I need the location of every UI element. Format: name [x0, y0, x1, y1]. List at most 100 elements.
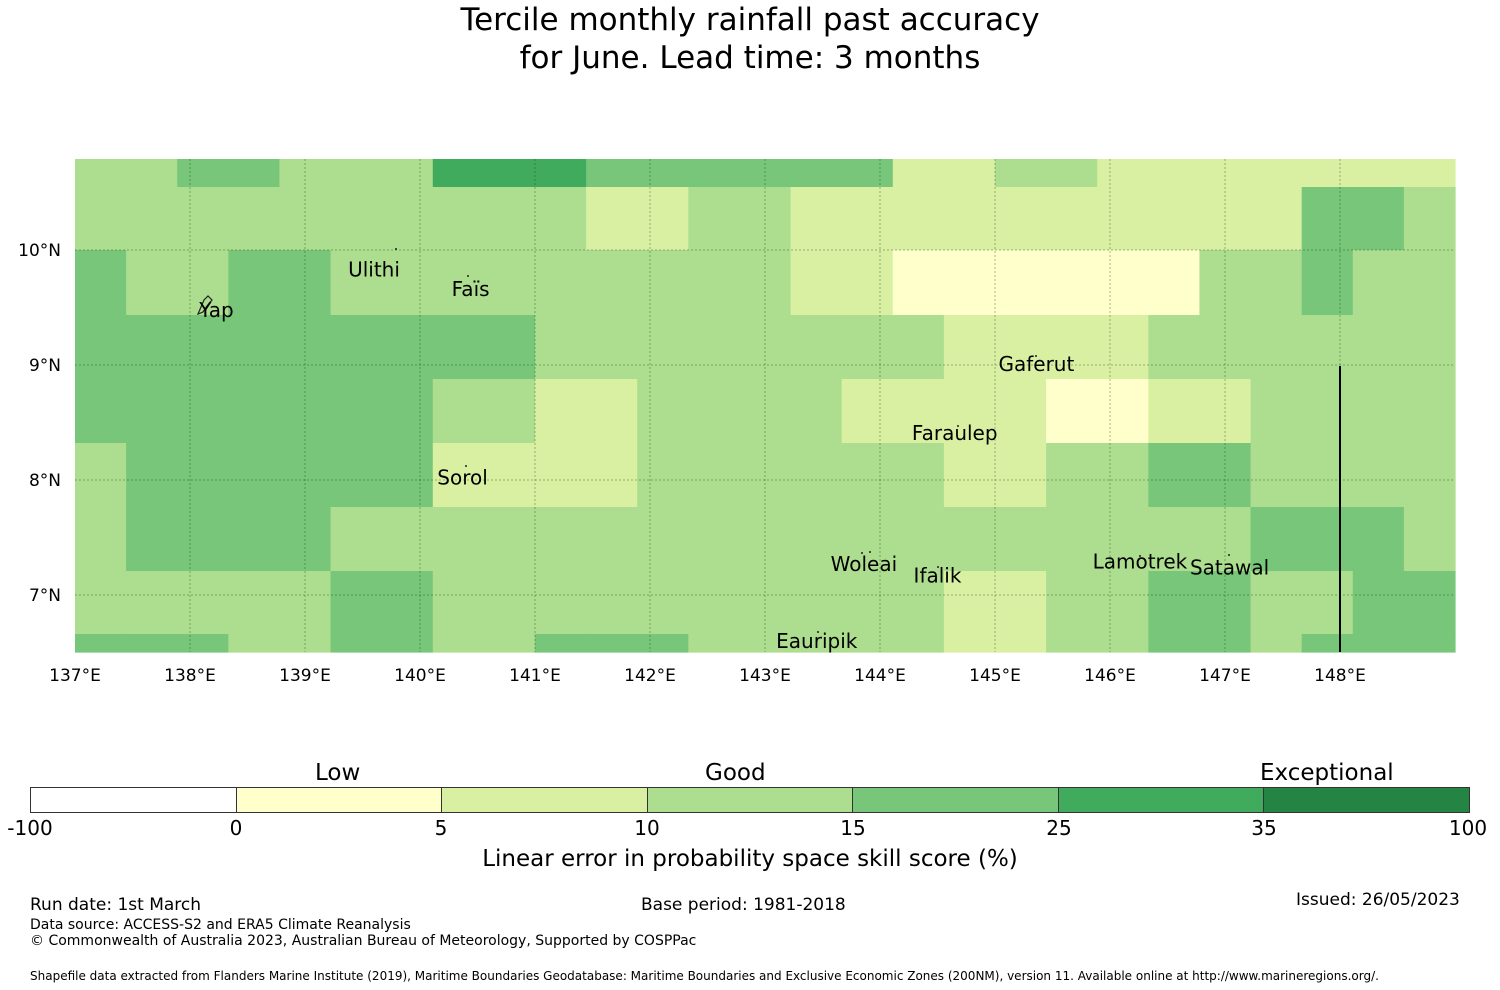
colorbar [30, 787, 1470, 813]
skill-cell [1097, 187, 1149, 251]
skill-cell [1199, 187, 1252, 251]
skill-cell [228, 159, 281, 188]
lon-tick-label: 147°E [1199, 666, 1251, 686]
skill-cell [535, 571, 587, 635]
place-label-lamotrek: Lamotrek [1093, 550, 1188, 574]
skill-cell [1301, 634, 1354, 653]
lon-tick-label: 140°E [394, 666, 446, 686]
skill-cell [483, 159, 536, 188]
colorbar-segment [236, 788, 443, 812]
skill-cell [637, 250, 689, 316]
islands-layer [196, 248, 1230, 633]
skill-cell [841, 379, 894, 444]
place-label-ifalik: Ifalik [914, 563, 962, 587]
skill-cell [841, 250, 894, 316]
colorbar-tick: 15 [840, 816, 866, 840]
skill-cell [177, 443, 229, 508]
skill-cell [483, 443, 536, 508]
skill-cell [688, 315, 741, 380]
skill-cell [1046, 315, 1098, 380]
skill-cell [637, 187, 689, 251]
lon-tick-label: 143°E [739, 666, 791, 686]
skill-cell [790, 315, 843, 380]
place-label-ulithi: Ulithi [348, 258, 400, 282]
skill-cell [1403, 571, 1456, 635]
skill-cell [1352, 187, 1405, 251]
skill-cell [535, 634, 587, 653]
longitude-axis: 137°E 138°E 139°E 140°E 141°E 142°E 143°… [49, 666, 1366, 686]
colorbar-tick: 100 [1448, 816, 1488, 840]
skill-cell [381, 634, 434, 653]
colorbar-tick: 10 [634, 816, 660, 840]
colorbar-segment [1058, 788, 1265, 812]
skill-cell [688, 187, 741, 251]
skill-cell [1301, 571, 1354, 635]
lon-tick-label: 146°E [1084, 666, 1136, 686]
skill-cell [330, 159, 383, 188]
colorbar-tick: 5 [434, 816, 448, 840]
colorbar-segment [442, 788, 648, 812]
skill-cell [228, 250, 281, 316]
skill-cell [279, 187, 332, 251]
skill-cell [126, 250, 178, 316]
colorbar-tick: 25 [1046, 816, 1072, 840]
skill-cell [228, 507, 281, 572]
skill-cell [1046, 379, 1098, 444]
skill-cell [790, 187, 843, 251]
skill-cell [943, 315, 996, 380]
skill-cell [1199, 159, 1252, 188]
eauripik-atoll-dot [817, 631, 819, 633]
skill-cell [381, 315, 434, 380]
skill-cell [739, 250, 792, 316]
skill-cell [279, 379, 332, 444]
skill-cell [535, 250, 587, 316]
skill-cell [126, 159, 178, 188]
skill-cell [586, 187, 638, 251]
skill-cell [586, 250, 638, 316]
skill-cell [790, 250, 843, 316]
skill-cell [892, 379, 945, 444]
skill-cell [1352, 159, 1405, 188]
skill-cell [75, 443, 127, 508]
skill-cell [330, 315, 383, 380]
skill-cell [637, 315, 689, 380]
skill-cell [739, 379, 792, 444]
skill-grid [75, 159, 1456, 653]
skill-cell [1301, 443, 1354, 508]
skill-cell [943, 250, 996, 316]
skill-cell [1046, 571, 1098, 635]
skill-cell [1097, 250, 1149, 316]
place-label-sorol: Sorol [437, 466, 488, 490]
skill-cell [637, 379, 689, 444]
skill-cell [739, 571, 792, 635]
skill-cell [892, 571, 945, 635]
colorbar-segment [647, 788, 854, 812]
skill-cell [126, 315, 178, 380]
skill-cell [535, 379, 587, 444]
skill-cell [1352, 571, 1405, 635]
skill-cell [535, 507, 587, 572]
skill-cell [279, 507, 332, 572]
skill-cell [892, 634, 945, 653]
skill-cell [892, 507, 945, 572]
skill-cell [637, 159, 689, 188]
skill-cell [1046, 507, 1098, 572]
skill-cell [177, 634, 229, 653]
lon-tick-label: 142°E [624, 666, 676, 686]
graticule [75, 159, 1455, 652]
skill-cell [586, 315, 638, 380]
place-label-faraulep: Faraulep [912, 421, 998, 445]
skill-cell [586, 443, 638, 508]
skill-cell [432, 250, 485, 316]
skill-cell [1250, 571, 1303, 635]
skill-cell [228, 634, 281, 653]
skill-cell [841, 571, 894, 635]
skill-cell [330, 634, 383, 653]
skill-cell [995, 315, 1047, 380]
fais-island-dot [467, 275, 469, 277]
skill-cell [1046, 250, 1098, 316]
skill-cell [432, 507, 485, 572]
lat-tick-label: 7°N [29, 586, 61, 606]
skill-cell [330, 250, 383, 316]
skill-cell [381, 250, 434, 316]
